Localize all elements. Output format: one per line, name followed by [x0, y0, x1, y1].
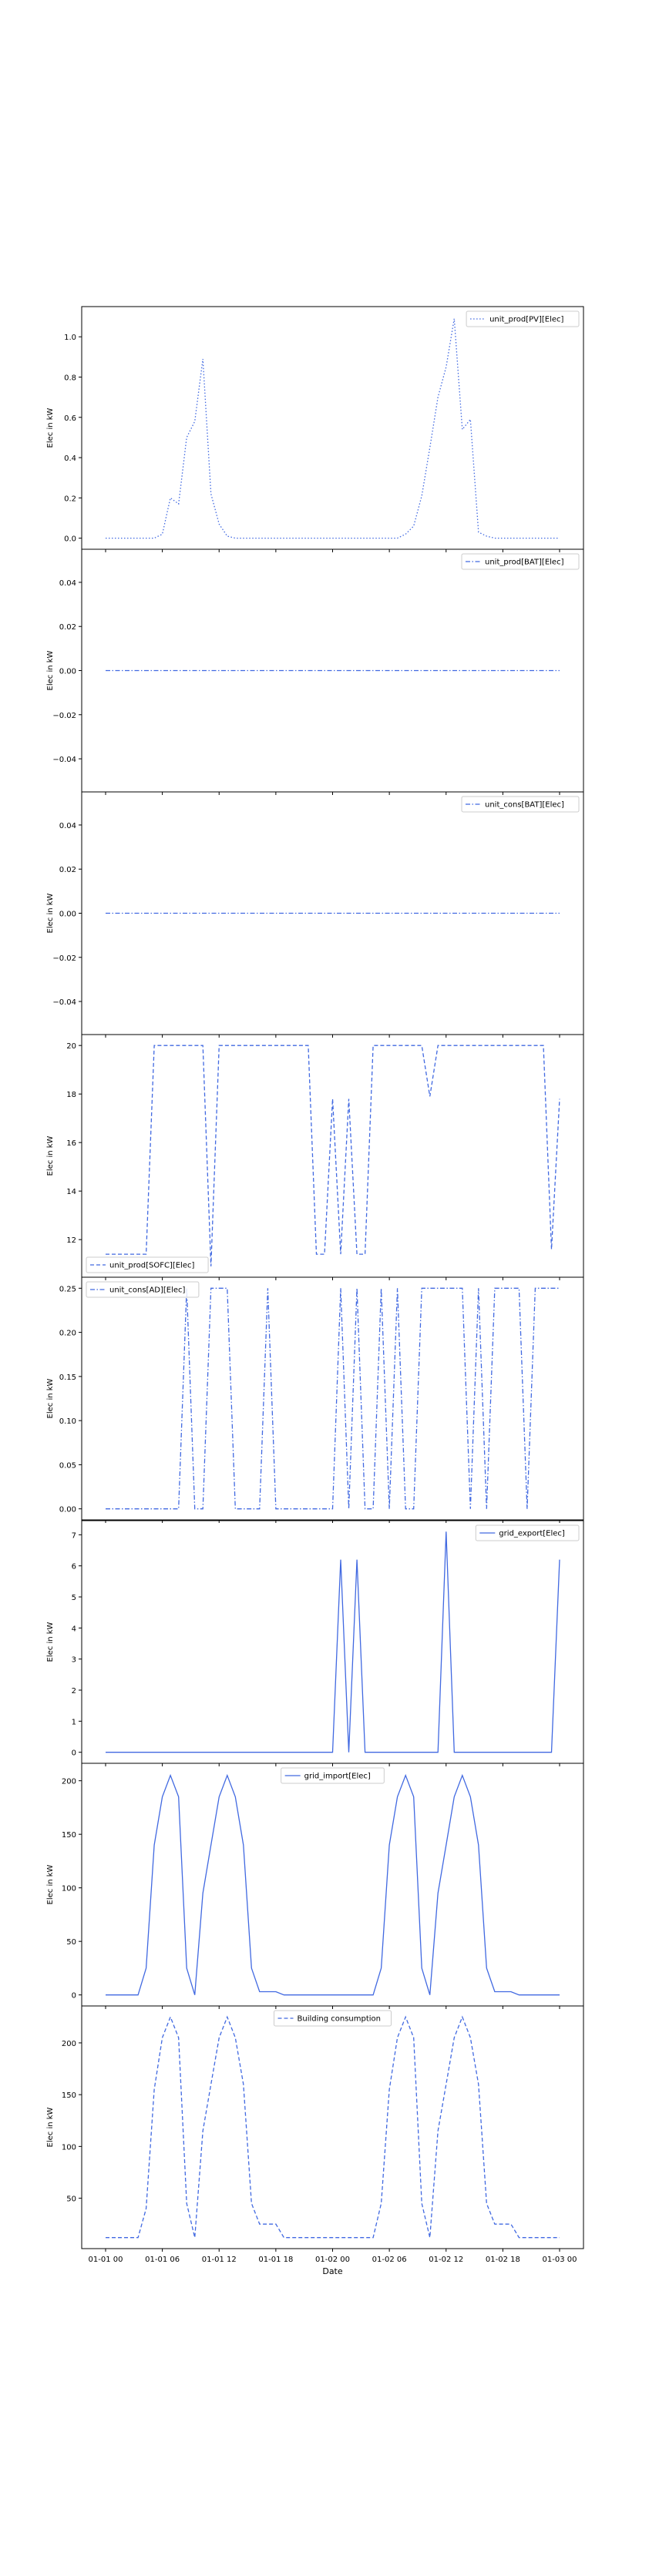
- series-line: [106, 2015, 560, 2239]
- y-tick-label: 14: [66, 1188, 76, 1196]
- series-line: [106, 1773, 560, 1996]
- x-tick-label: 01-01 12: [202, 2256, 237, 2264]
- legend: unit_prod[PV][Elec]: [466, 310, 580, 327]
- y-tick-label: 20: [66, 1042, 76, 1051]
- y-tick-label: 200: [62, 1778, 76, 1786]
- y-tick-label: 0.00: [59, 668, 76, 676]
- x-tick-label: 01-01 00: [89, 2256, 123, 2264]
- y-tick-label: 1.0: [64, 334, 76, 342]
- y-tick-label: 0.00: [59, 911, 76, 919]
- y-tick-label: −0.02: [52, 954, 76, 963]
- x-tick-label: 01-03 00: [543, 2256, 577, 2264]
- legend-label: unit_cons[AD][Elec]: [109, 1286, 186, 1295]
- legend: grid_export[Elec]: [475, 1524, 580, 1541]
- subplot-2: −0.04 −0.02 0.00 0.02 0.04 Elec in kW unit_pro…: [46, 548, 584, 795]
- series-line: [106, 1531, 560, 1753]
- x-tick-label: 01-02 12: [429, 2256, 463, 2264]
- legend-label: grid_import[Elec]: [304, 1773, 371, 1781]
- y-tick-label: 0.05: [59, 1461, 76, 1470]
- y-axis-label: Elec in kW: [46, 1864, 55, 1904]
- x-tick-label: 01-01 06: [145, 2256, 180, 2264]
- y-tick-label: 0.8: [64, 374, 76, 382]
- legend-box: [86, 1256, 209, 1273]
- y-tick-label: −0.04: [52, 998, 76, 1007]
- legend: grid_import[Elec]: [281, 1767, 385, 1784]
- y-tick-label: 50: [66, 1938, 76, 1947]
- y-tick-label: 100: [62, 2143, 76, 2152]
- legend: unit_cons[AD][Elec]: [86, 1281, 200, 1298]
- subplot-7: 0 50 100 150 200 Elec in kW grid_import[Elec]: [46, 1763, 584, 2009]
- x-tick-label: 01-01 18: [258, 2256, 293, 2264]
- legend-label: unit_prod[SOFC][Elec]: [109, 1262, 194, 1270]
- y-tick-label: 0.04: [59, 579, 76, 588]
- y-tick-label: 0: [72, 1749, 76, 1758]
- legend-box: [281, 1767, 385, 1784]
- y-tick-label: 3: [72, 1656, 76, 1665]
- y-tick-label: 16: [66, 1139, 76, 1148]
- series-line: [106, 1287, 560, 1510]
- y-tick-label: 0.0: [64, 535, 76, 544]
- x-axis-label: Date: [322, 2266, 343, 2276]
- x-tick-label: 01-02 00: [315, 2256, 350, 2264]
- y-tick-label: 0.6: [64, 414, 76, 423]
- y-axis-label: Elec in kW: [46, 1378, 55, 1418]
- y-tick-label: 0.10: [59, 1417, 76, 1426]
- x-tick-label: 01-02 18: [486, 2256, 520, 2264]
- y-tick-label: −0.02: [52, 712, 76, 720]
- legend-box: [466, 310, 580, 327]
- subplot-1: 0.0 0.2 0.4 0.6 0.8 1.0 Elec in kW unit_prod[PV…: [46, 306, 584, 552]
- y-tick-label: 1: [72, 1718, 76, 1726]
- y-tick-label: 0.25: [59, 1285, 76, 1293]
- y-axis-label: Elec in kW: [46, 408, 55, 448]
- legend-label: unit_prod[PV][Elec]: [489, 316, 563, 324]
- y-tick-label: 7: [72, 1531, 76, 1540]
- y-axis-label: Elec in kW: [46, 1622, 55, 1662]
- legend-box: [86, 1281, 200, 1298]
- legend-label: Building consumption: [298, 2015, 382, 2024]
- legend-label: grid_export[Elec]: [499, 1530, 565, 1538]
- series-line: [106, 318, 560, 539]
- y-tick-label: 6: [72, 1563, 76, 1571]
- y-tick-label: 0.4: [64, 454, 76, 463]
- y-tick-label: −0.04: [52, 756, 76, 764]
- y-tick-label: 150: [62, 1831, 76, 1840]
- legend: unit_prod[BAT][Elec]: [461, 553, 580, 570]
- legend-label: unit_prod[BAT][Elec]: [485, 558, 564, 567]
- y-tick-label: 100: [62, 1885, 76, 1893]
- y-axis-label: Elec in kW: [46, 2107, 55, 2147]
- y-tick-label: 200: [62, 2040, 76, 2048]
- y-tick-label: 0.02: [59, 623, 76, 632]
- y-tick-label: 0: [72, 1992, 76, 2001]
- y-tick-label: 2: [72, 1687, 76, 1696]
- legend-box: [274, 2010, 392, 2027]
- y-tick-label: 0.15: [59, 1374, 76, 1382]
- y-tick-label: 5: [72, 1594, 76, 1602]
- y-tick-label: 18: [66, 1091, 76, 1099]
- legend: unit_prod[SOFC][Elec]: [86, 1256, 209, 1273]
- y-tick-label: 0.20: [59, 1330, 76, 1338]
- y-tick-label: 50: [66, 2195, 76, 2204]
- subplot-5: 0.00 0.05 0.10 0.15 0.20 0.25 Elec in kW unit_c…: [46, 1276, 584, 1523]
- y-tick-label: 12: [66, 1236, 76, 1245]
- y-tick-label: 0.04: [59, 822, 76, 830]
- x-tick-label: 01-02 06: [372, 2256, 407, 2264]
- legend-box: [475, 1524, 580, 1541]
- y-tick-label: 0.02: [59, 866, 76, 874]
- y-tick-label: 0.2: [64, 495, 76, 503]
- subplot-8: 50 100 150 200 01-01 00 01-01 06 01-01 12 01-01…: [46, 2005, 584, 2264]
- y-axis-label: Elec in kW: [46, 650, 55, 690]
- y-axis-label: Elec in kW: [46, 1135, 55, 1176]
- legend: unit_cons[BAT][Elec]: [461, 796, 580, 813]
- y-axis-label: Elec in kW: [46, 893, 55, 933]
- legend-label: unit_cons[BAT][Elec]: [485, 801, 564, 810]
- y-tick-label: 150: [62, 2091, 76, 2100]
- legend: Building consumption: [274, 2010, 392, 2027]
- y-tick-label: 0.00: [59, 1506, 76, 1514]
- legend-box: [461, 796, 580, 813]
- legend-box: [461, 553, 580, 570]
- y-tick-label: 4: [72, 1625, 76, 1633]
